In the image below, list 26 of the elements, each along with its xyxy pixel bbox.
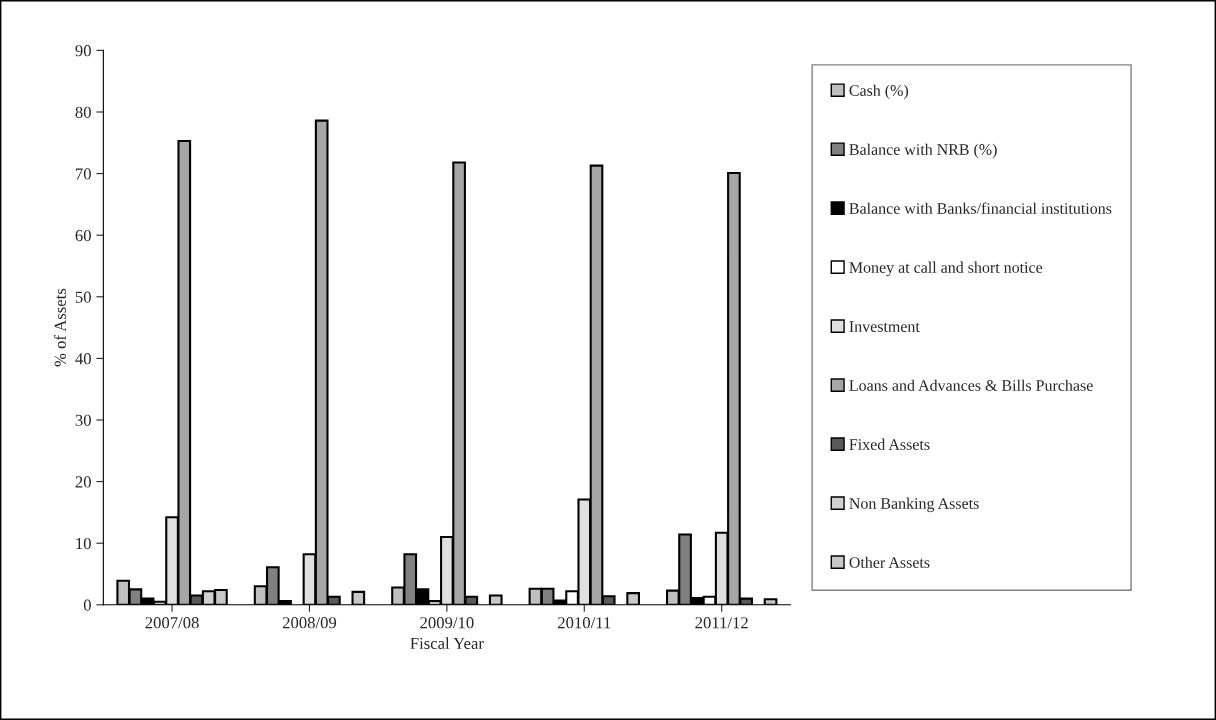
y-tick-label: 70 [75,168,91,180]
x-tick-label: 2010/11 [558,617,611,629]
legend-label: Cash (%) [849,84,909,100]
y-tick-label: 0 [83,599,91,611]
legend-label: Balance with NRB (%) [849,143,997,159]
legend-label: Loans and Advances & Bills Purchase [849,379,1093,391]
legend-label: Fixed Assets [849,438,930,450]
x-tick-label: 2009/10 [420,617,474,629]
y-tick-label: 40 [75,353,91,365]
legend-label: Non Banking Assets [849,497,979,513]
y-tick-label: 80 [75,106,91,118]
y-tick-label: 30 [75,414,91,426]
y-tick-label: 90 [75,45,91,57]
legend-label: Other Assets [849,556,930,568]
x-tick-label: 2008/09 [282,617,337,629]
legend-label: Balance with Banks/financial institutions [849,202,1112,214]
x-tick-label: 2011/12 [695,617,748,629]
y-axis-title: % of Assets [54,288,66,367]
x-axis-title: Fiscal Year [410,637,484,649]
legend-label: Investment [849,321,920,332]
y-tick-label: 50 [75,291,91,303]
x-tick-label: 2007/08 [145,617,199,629]
legend-label: Money at call and short notice [849,261,1043,277]
y-tick-label: 60 [75,229,91,242]
y-tick-label: 10 [76,537,91,550]
y-tick-label: 20 [75,476,91,488]
